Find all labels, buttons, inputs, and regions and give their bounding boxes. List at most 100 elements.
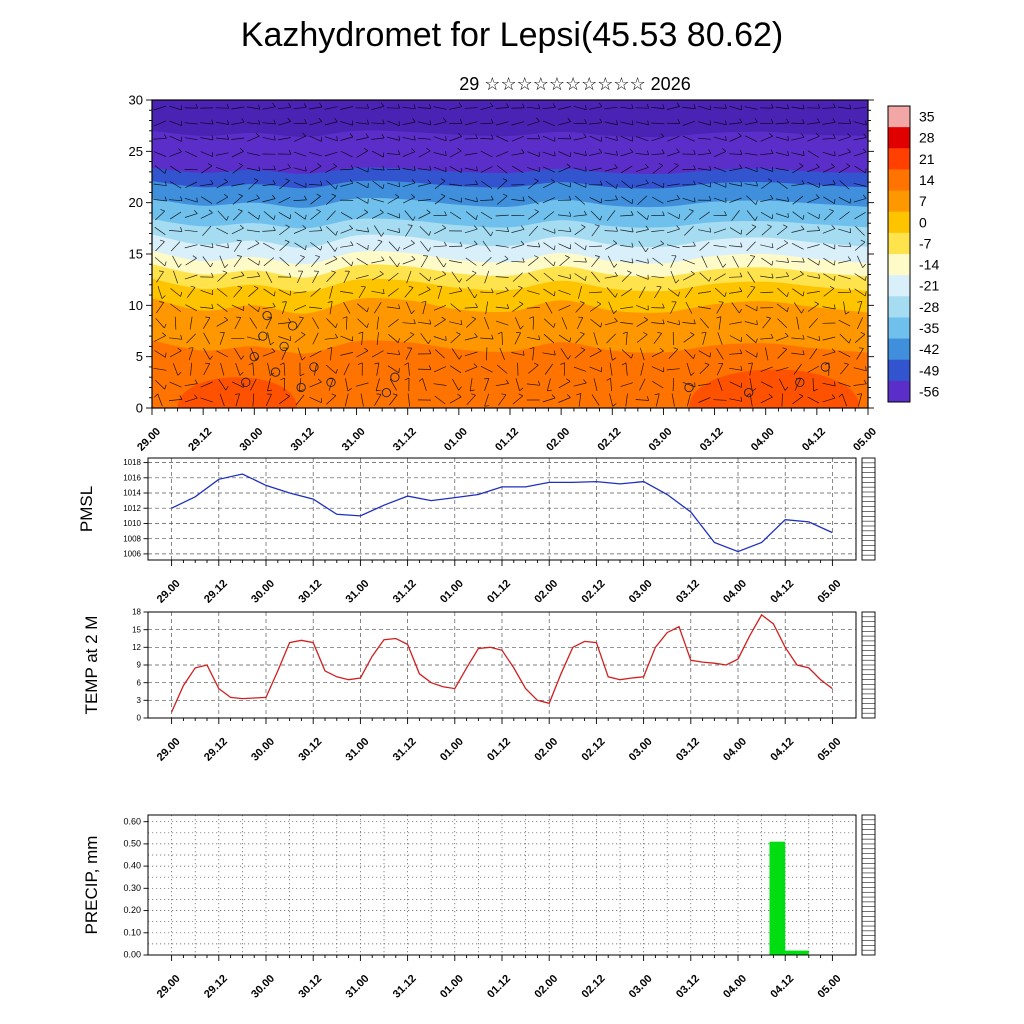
station-symbol-circle [684, 382, 694, 393]
svg-text:29.00: 29.00 [135, 426, 163, 454]
svg-text:0.50: 0.50 [123, 839, 141, 849]
svg-text:28: 28 [919, 130, 935, 146]
svg-text:04.12: 04.12 [768, 736, 796, 764]
svg-text:7: 7 [919, 193, 927, 209]
svg-text:-7: -7 [919, 235, 932, 251]
station-symbol-circle [249, 352, 259, 362]
temp2m-axis-title: TEMP at 2 M [82, 616, 101, 715]
svg-text:02.00: 02.00 [544, 426, 572, 454]
svg-text:03.12: 03.12 [674, 578, 702, 606]
svg-text:1014: 1014 [123, 489, 141, 498]
svg-text:01.00: 01.00 [438, 578, 466, 606]
svg-text:12: 12 [132, 643, 141, 652]
svg-text:29.00: 29.00 [155, 578, 183, 606]
svg-text:29.12: 29.12 [202, 578, 230, 606]
svg-text:04.00: 04.00 [721, 578, 749, 606]
svg-text:01.12: 01.12 [485, 973, 513, 1001]
svg-text:31.00: 31.00 [344, 578, 372, 606]
precip-panel: 0.00 0.10 0.20 0.30 0.40 0.50 0.60 29.00 29.12 30… [82, 814, 876, 1001]
svg-text:03.00: 03.00 [627, 736, 655, 764]
station-symbol-circle [262, 310, 272, 321]
svg-text:-49: -49 [919, 362, 939, 378]
svg-text:04.12: 04.12 [800, 426, 828, 454]
svg-text:31.00: 31.00 [340, 426, 368, 454]
precip-bar [769, 841, 786, 955]
svg-text:14: 14 [919, 172, 935, 188]
svg-text:04.12: 04.12 [768, 578, 796, 606]
svg-text:02.12: 02.12 [595, 426, 623, 454]
svg-text:03.00: 03.00 [627, 973, 655, 1001]
precip-axis-title: PRECIP, mm [82, 836, 101, 935]
temperature-shading [152, 100, 868, 408]
svg-text:03.12: 03.12 [674, 973, 702, 1001]
svg-text:31.12: 31.12 [391, 578, 419, 606]
chart-subtitle: 29 ☆☆☆☆☆☆☆☆☆☆ 2026 [459, 74, 691, 94]
station-symbol-circle [309, 362, 319, 372]
svg-text:02.12: 02.12 [580, 578, 608, 606]
svg-text:0.30: 0.30 [123, 883, 141, 893]
svg-text:03.00: 03.00 [647, 426, 675, 454]
svg-text:1012: 1012 [123, 504, 141, 513]
station-symbol-circle [326, 377, 336, 387]
svg-text:04.00: 04.00 [721, 973, 749, 1001]
svg-text:0.10: 0.10 [123, 927, 141, 937]
svg-text:3: 3 [137, 696, 142, 705]
svg-text:29.00: 29.00 [155, 736, 183, 764]
svg-text:30.00: 30.00 [249, 736, 277, 764]
svg-text:29.12: 29.12 [202, 973, 230, 1001]
chart-title: Kazhydromet for Lepsi(45.53 80.62) [240, 16, 784, 54]
station-symbol-circle [820, 362, 831, 372]
svg-text:0.40: 0.40 [123, 861, 141, 871]
station-symbol-circle [270, 367, 281, 377]
svg-text:0.60: 0.60 [123, 816, 141, 826]
svg-text:05.00: 05.00 [816, 736, 844, 764]
svg-text:18: 18 [132, 608, 141, 617]
svg-text:02.00: 02.00 [532, 578, 560, 606]
svg-text:31.12: 31.12 [391, 736, 419, 764]
pmsl-line [171, 473, 833, 553]
svg-text:01.00: 01.00 [438, 736, 466, 764]
svg-text:01.00: 01.00 [438, 973, 466, 1001]
svg-text:15: 15 [132, 625, 141, 634]
svg-text:30.12: 30.12 [289, 426, 317, 454]
svg-text:20: 20 [129, 195, 143, 210]
svg-text:25: 25 [129, 144, 143, 159]
svg-text:30.12: 30.12 [296, 973, 324, 1001]
precip-bar [785, 950, 809, 955]
svg-text:30: 30 [129, 93, 143, 108]
svg-text:-28: -28 [919, 299, 939, 315]
svg-text:-42: -42 [919, 341, 939, 357]
svg-text:02.00: 02.00 [532, 736, 560, 764]
svg-text:0: 0 [919, 214, 927, 230]
svg-text:30.12: 30.12 [296, 736, 324, 764]
station-symbol-circle [381, 387, 392, 398]
svg-text:30.00: 30.00 [249, 973, 277, 1001]
station-symbol-circle [279, 341, 289, 352]
svg-text:35: 35 [919, 109, 935, 125]
station-symbol-circle [795, 377, 805, 387]
station-symbol-circle [744, 387, 754, 398]
svg-text:01.12: 01.12 [485, 736, 513, 764]
svg-text:02.00: 02.00 [532, 973, 560, 1001]
temperature-colorbar: 35 28 21 14 7 0 -7 -14 -21 -28 -35 -42 -49 -56 [887, 105, 939, 403]
station-symbol-circle [287, 321, 298, 331]
pmsl-axis-title: PMSL [77, 486, 96, 532]
svg-text:05.00: 05.00 [851, 426, 879, 454]
svg-text:05.00: 05.00 [816, 973, 844, 1001]
svg-text:30.00: 30.00 [237, 426, 265, 454]
svg-text:-14: -14 [919, 257, 939, 273]
svg-text:31.12: 31.12 [391, 426, 419, 454]
svg-text:04.12: 04.12 [768, 973, 796, 1001]
svg-text:5: 5 [136, 349, 143, 364]
svg-text:29.00: 29.00 [155, 973, 183, 1001]
svg-text:1010: 1010 [123, 519, 141, 528]
svg-text:0: 0 [136, 401, 143, 416]
station-symbol-circle [241, 377, 251, 387]
svg-text:02.12: 02.12 [580, 973, 608, 1001]
svg-text:0.00: 0.00 [123, 950, 141, 960]
temp2m-panel: 0 3 6 9 12 15 18 29.00 29.12 30.00 30.12 31.00 31.12… [82, 608, 876, 764]
svg-text:04.00: 04.00 [749, 426, 777, 454]
svg-text:31.00: 31.00 [344, 973, 372, 1001]
